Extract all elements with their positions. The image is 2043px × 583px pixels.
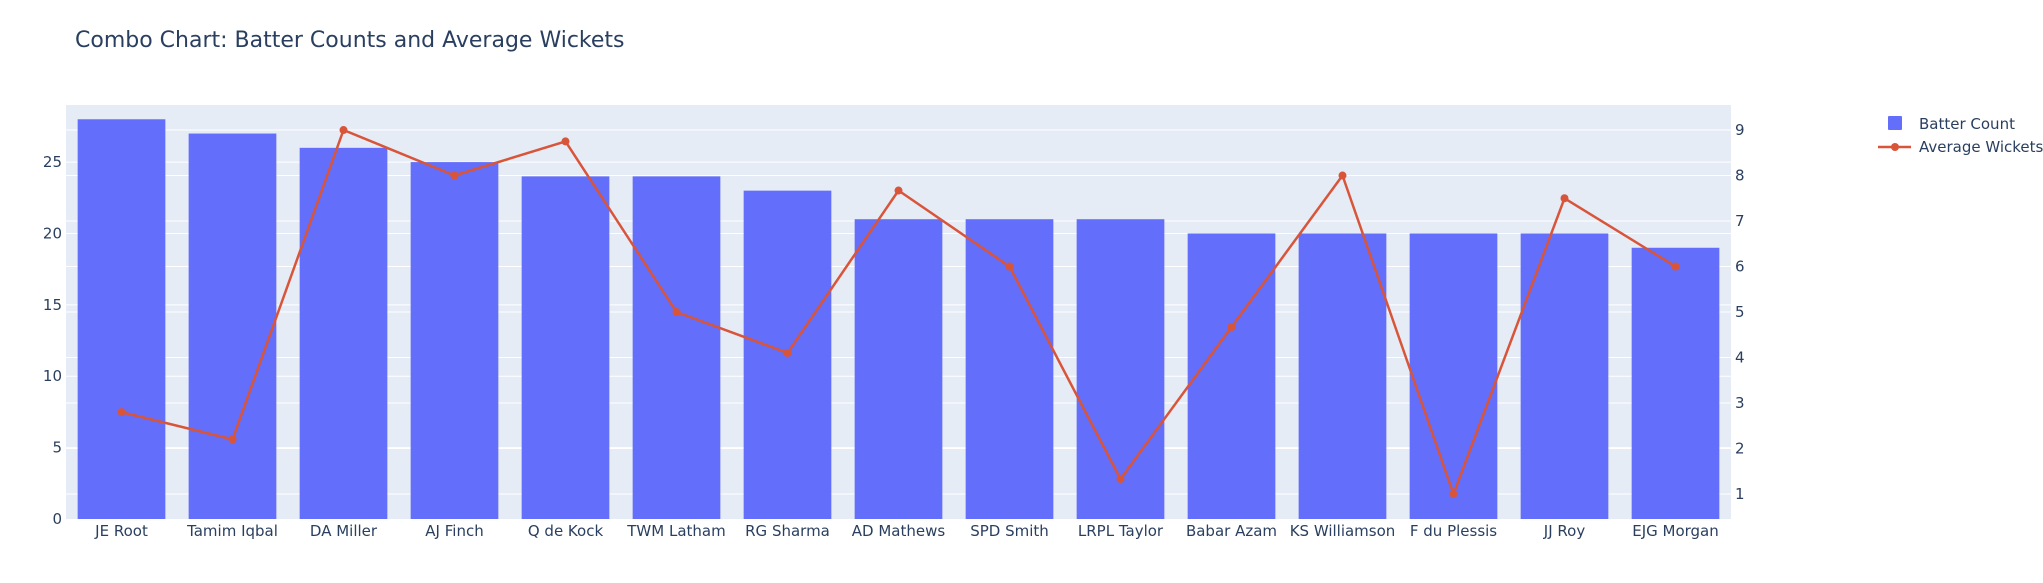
bar: [1076, 219, 1165, 519]
line-point: [1005, 262, 1014, 271]
y2-tick-label: 8: [1735, 167, 1745, 185]
x-tick-label: DA Miller: [310, 522, 378, 540]
bar: [188, 133, 277, 519]
x-tick-label: F du Plessis: [1410, 522, 1497, 540]
bar: [1298, 233, 1387, 519]
y2-tick-label: 2: [1735, 439, 1745, 457]
x-tick-label: AJ Finch: [425, 522, 483, 540]
y-tick-label: 5: [52, 439, 62, 457]
y2-tick-label: 1: [1735, 485, 1745, 503]
x-tick-label: KS Williamson: [1290, 522, 1396, 540]
line-series: [117, 126, 1680, 498]
bar: [521, 176, 610, 519]
x-tick-label: JJ Roy: [1543, 522, 1586, 540]
line-point: [1449, 489, 1458, 498]
bar: [1409, 233, 1498, 519]
y-tick-label: 20: [43, 224, 62, 242]
line-point: [1671, 262, 1680, 271]
x-tick-label: AD Mathews: [852, 522, 946, 540]
bar: [299, 147, 388, 520]
x-tick-label: SPD Smith: [970, 522, 1049, 540]
line-point: [339, 126, 348, 135]
chart-title: Combo Chart: Batter Counts and Average W…: [75, 28, 625, 53]
legend-swatch-marker: [1891, 143, 1899, 151]
y-tick-label: 0: [52, 510, 62, 528]
line-point: [561, 137, 570, 146]
x-tick-label: LRPL Taylor: [1078, 522, 1164, 540]
line-point: [1227, 323, 1236, 332]
bar: [1187, 233, 1276, 519]
bar: [1520, 233, 1609, 519]
x-tick-label: TWM Latham: [626, 522, 725, 540]
legend: Batter Count Average Wickets: [1878, 115, 2043, 156]
bar: [77, 119, 166, 519]
y-tick-label: 10: [43, 367, 62, 385]
x-tick-label: JE Root: [94, 522, 148, 540]
x-tick-label: Tamim Iqbal: [186, 522, 278, 540]
axes: 0 5 10 15 20 25 1 2 3 4 5 6 7 8 9 JE Root Tamim Iqbal DA …: [43, 121, 1745, 540]
x-tick-label: RG Sharma: [745, 522, 830, 540]
legend-swatch-bar[interactable]: [1888, 116, 1902, 130]
y-tick-label: 25: [43, 153, 62, 171]
x-tick-label: Q de Kock: [528, 522, 604, 540]
legend-label-line[interactable]: Average Wickets: [1919, 138, 2043, 156]
legend-label-bar[interactable]: Batter Count: [1919, 115, 2015, 133]
bar: [1631, 247, 1720, 520]
bar: [854, 219, 943, 519]
y2-tick-label: 4: [1735, 348, 1745, 366]
x-tick-label: Babar Azam: [1186, 522, 1277, 540]
line-point: [783, 348, 792, 357]
line-point: [1338, 171, 1347, 180]
line-point: [1560, 194, 1569, 203]
y2-tick-label: 6: [1735, 258, 1745, 276]
y2-tick-label: 7: [1735, 212, 1745, 230]
bar: [410, 162, 499, 519]
y2-tick-label: 3: [1735, 394, 1745, 412]
line-point: [117, 408, 126, 417]
line-point: [228, 435, 237, 444]
bar: [632, 176, 721, 519]
line-point: [450, 171, 459, 180]
y-tick-label: 15: [43, 296, 62, 314]
y2-tick-label: 5: [1735, 303, 1745, 321]
line-point: [1116, 474, 1125, 483]
line-point: [894, 186, 903, 195]
bar-series: [77, 119, 1720, 520]
line-point: [672, 308, 681, 316]
x-tick-label: EJG Morgan: [1632, 522, 1719, 540]
y2-tick-label: 9: [1735, 121, 1745, 139]
